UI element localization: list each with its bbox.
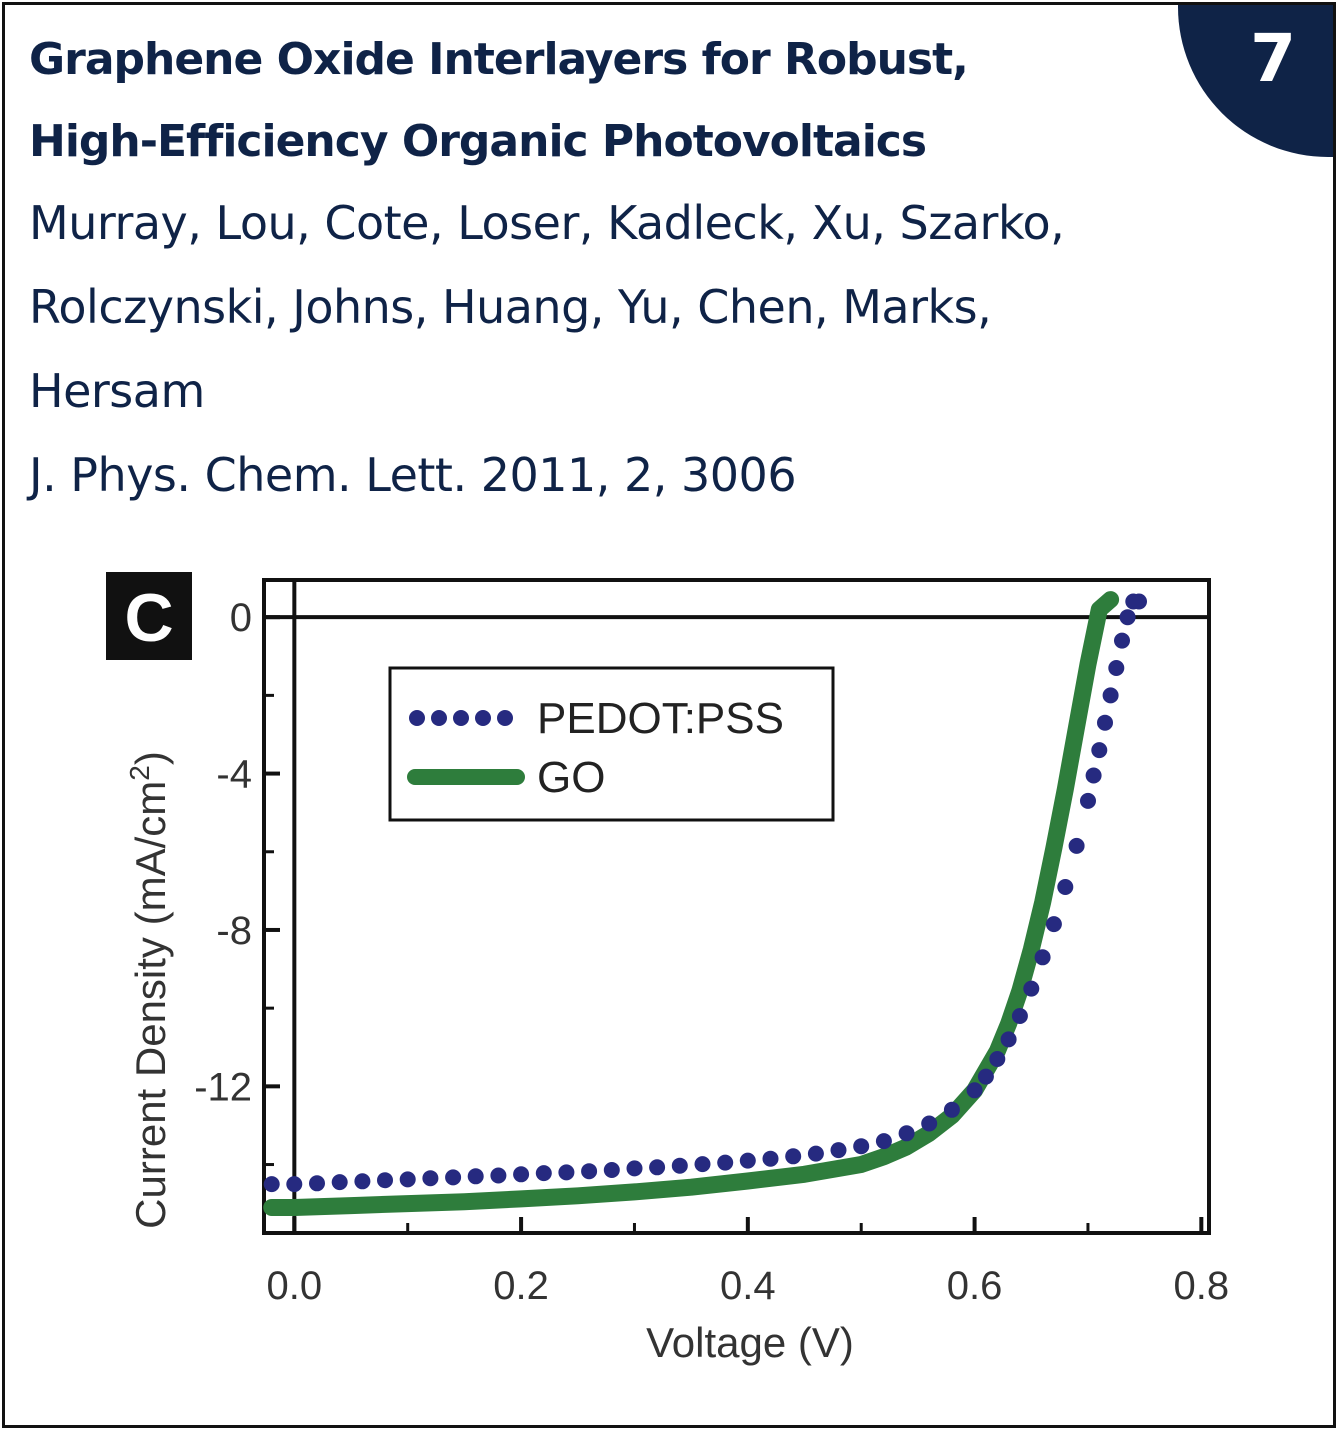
series-pedot-point (1102, 687, 1119, 704)
series-pedot-point (989, 1051, 1006, 1067)
series-pedot-point (830, 1142, 847, 1159)
series-pedot-point (694, 1156, 711, 1173)
series-pedot-point (1057, 879, 1074, 895)
series-pedot-point (977, 1068, 994, 1085)
series-pedot-point (558, 1164, 575, 1181)
series-pedot-point (1114, 632, 1130, 649)
series-pedot-point (1119, 609, 1136, 626)
title-line-1: Graphene Oxide Interlayers for Robust, (29, 34, 969, 85)
x-tick-label: 0.8 (1174, 1264, 1230, 1308)
legend-box (388, 666, 835, 822)
legend-pedot-dot (431, 710, 447, 726)
y-tick-label: -12 (194, 1065, 252, 1109)
series-pedot-point (1000, 1031, 1017, 1048)
series-pedot-point (1097, 714, 1113, 731)
authors-line-2: Rolczynski, Johns, Huang, Yu, Chen, Mark… (29, 280, 992, 334)
series-pedot-point (331, 1174, 348, 1191)
y-axis-title: Current Density (mA/cm2) (124, 751, 174, 1229)
series-pedot-point (875, 1133, 892, 1150)
series-pedot-point (1131, 593, 1147, 610)
x-axis-title: Voltage (V) (646, 1319, 854, 1366)
series-pedot-point (1011, 1008, 1028, 1024)
series-pedot-point (1068, 837, 1085, 854)
title-line-2: High-Efficiency Organic Photovoltaics (29, 116, 927, 167)
series-pedot-point (263, 1176, 280, 1193)
x-tick-label: 0.2 (493, 1264, 549, 1308)
legend: PEDOT:PSS GO (388, 666, 835, 822)
y-axis-title-main: Current Density (mA/cm (127, 781, 174, 1229)
series-pedot-point (943, 1101, 960, 1118)
legend-go-label: GO (537, 753, 605, 802)
authors-line-3: Hersam (29, 364, 205, 418)
axes-layer: 0.0 0.2 0.4 0.6 0.8 0 -4 -8 -12 (194, 582, 1229, 1308)
series-pedot-point (762, 1150, 779, 1167)
series-pedot-point (354, 1173, 371, 1190)
legend-pedot-marker (409, 710, 513, 726)
legend-pedot-dot (497, 710, 513, 726)
series-layer (263, 591, 1147, 1216)
series-pedot-point (422, 1170, 439, 1187)
series-pedot-point (467, 1168, 484, 1185)
x-tick-label: 0.6 (947, 1264, 1003, 1308)
author-list: Murray, Lou, Cote, Loser, Kadleck, Xu, S… (29, 181, 1319, 433)
series-pedot-point (399, 1171, 416, 1188)
series-pedot-point (309, 1175, 325, 1192)
series-pedot-point (1045, 916, 1062, 933)
plot-frame (262, 578, 1211, 1235)
legend-pedot-dot (409, 710, 425, 726)
series-pedot-point (581, 1163, 598, 1180)
y-axis-title-superscript: 2 (124, 765, 155, 781)
series-pedot-point (535, 1165, 552, 1182)
x-tick-label: 0.4 (720, 1264, 776, 1308)
series-pedot-point (739, 1152, 756, 1169)
series-pedot-point (649, 1159, 666, 1176)
series-pedot-point (921, 1115, 938, 1132)
y-axis-title-suffix: ) (127, 751, 174, 765)
series-pedot-point (807, 1145, 824, 1162)
series-pedot-point (1085, 767, 1102, 784)
series-pedot-point (1080, 792, 1096, 809)
y-tick-label: -4 (216, 753, 252, 797)
series-pedot-point (490, 1167, 507, 1184)
series-pedot-point (1023, 980, 1040, 997)
legend-pedot-label: PEDOT:PSS (537, 694, 784, 743)
series-pedot-point (966, 1082, 983, 1099)
journal-citation: J. Phys. Chem. Lett. 2011, 2, 3006 (29, 448, 797, 502)
series-pedot-point (513, 1166, 530, 1183)
series-pedot-point (445, 1169, 462, 1186)
y-tick-label: 0 (230, 596, 252, 640)
badge-number: 7 (1250, 20, 1296, 97)
series-pedot-point (853, 1138, 870, 1155)
y-tick-label: -8 (216, 909, 252, 953)
legend-pedot-dot (453, 710, 469, 726)
legend-pedot-dot (475, 710, 491, 726)
series-pedot-point (717, 1154, 734, 1171)
series-pedot-point (626, 1160, 643, 1177)
series-pedot-point (377, 1172, 393, 1189)
panel-label-box (106, 572, 192, 660)
series-pedot-point (1091, 742, 1108, 759)
series-pedot-point (1108, 660, 1125, 676)
paper-title: Graphene Oxide Interlayers for Robust, H… (29, 19, 1189, 183)
panel-label: C (124, 580, 173, 656)
series-pedot-point (671, 1157, 688, 1174)
jv-curve-chart: C 0.0 0.2 0.4 0.6 0.8 0 -4 -8 -12 PEDOT:PSS GO V… (106, 572, 1229, 1366)
x-tick-label: 0.0 (267, 1264, 323, 1308)
series-go-line (263, 591, 1120, 1216)
series-pedot-point (603, 1162, 620, 1178)
series-pedot-point (785, 1148, 802, 1165)
series-pedot-point (1034, 949, 1051, 966)
series-pedot-point (286, 1176, 303, 1193)
authors-line-1: Murray, Lou, Cote, Loser, Kadleck, Xu, S… (29, 196, 1065, 250)
series-pedot-point (898, 1125, 915, 1142)
